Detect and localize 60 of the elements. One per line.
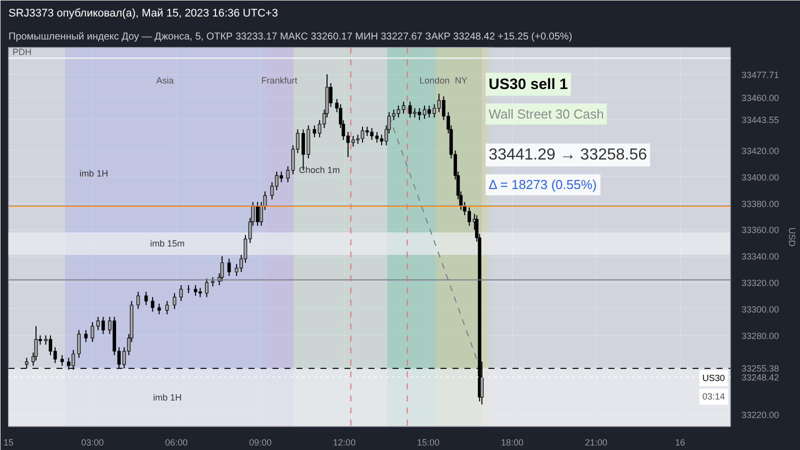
annotation: Wall Street 30 Cash — [488, 106, 604, 122]
x-tick-label: 16 — [675, 438, 686, 448]
band-label: imb 15m — [150, 238, 185, 249]
x-tick-label: 12:00 — [333, 438, 356, 448]
candlestick — [77, 330, 81, 358]
annotation: 33441.29 → 33258.56 — [488, 146, 648, 164]
chart-title: SRJ3373 опубликовал(а), Май 15, 2023 16:36 UTC+3 — [8, 8, 278, 20]
band-label: imb 1H — [153, 392, 182, 402]
band-label: Asia — [156, 76, 174, 86]
candlestick — [136, 291, 140, 310]
y-tick-label: 33220.00 — [742, 410, 780, 420]
x-tick-label: 03:00 — [81, 438, 104, 448]
candlestick — [150, 296, 154, 312]
band-label: NY — [454, 76, 468, 86]
annotation: US30 sell 1 — [488, 76, 568, 93]
y-axis-title: USD — [787, 228, 798, 247]
candlestick — [60, 354, 64, 366]
y-tick-label: 33420.00 — [742, 146, 780, 156]
ref-line-label: PDH — [12, 47, 32, 58]
candlestick — [172, 292, 176, 310]
candlestick — [312, 124, 316, 138]
candlestick — [144, 291, 148, 306]
y-tick-label: 33280.00 — [742, 330, 780, 341]
candlestick — [402, 101, 406, 114]
y-tick-label: 33477.71 — [742, 70, 780, 80]
y-tick-label: 33320.00 — [742, 278, 780, 288]
y-tick-label: 33380.00 — [742, 198, 780, 209]
candlestick — [179, 284, 183, 302]
x-tick-label: 15:00 — [417, 438, 440, 448]
y-tick-label: 33340.00 — [742, 252, 780, 262]
candlestick — [90, 322, 94, 342]
candlestick — [205, 278, 208, 298]
x-tick-label: 21:00 — [584, 438, 608, 448]
chart-subtitle: Промышленный индекс Доу — Джонса, 5, ОТКР 33233.17 МАКС 33260.17 МИН 33227.67 ЗАКР 33248.42 +15.25 (+0.05%) — [8, 32, 572, 42]
x-tick-label: 09:00 — [249, 438, 272, 448]
x-tick-label: 18:00 — [500, 438, 524, 448]
candlestick — [211, 276, 214, 288]
candlestick — [220, 256, 224, 282]
y-tick-label: 33400.00 — [742, 172, 780, 182]
y-tick-label: 33443.55 — [742, 114, 780, 125]
band-label: London — [420, 76, 450, 86]
candlestick — [286, 166, 290, 183]
annotation: US30 — [702, 373, 725, 384]
annotation: 03:14 — [702, 392, 725, 402]
candlestick — [84, 330, 88, 342]
annotation: imb 1H — [80, 168, 108, 179]
band-label: Frankfurt — [261, 76, 298, 86]
annotation: Δ = 18273 (0.55%) — [488, 177, 597, 192]
y-tick-label: 33248.42 — [742, 372, 780, 383]
y-tick-label: 33300.00 — [742, 304, 780, 314]
candlestick — [198, 287, 202, 298]
y-tick-label: 33360.00 — [742, 225, 780, 236]
y-tick-label: 33255.38 — [742, 363, 780, 374]
x-tick-label: 06:00 — [165, 438, 188, 448]
candlestick — [157, 303, 161, 315]
x-tick-label: 15 — [3, 438, 14, 448]
annotation: Choch 1m — [298, 164, 340, 175]
candlestick — [165, 300, 169, 315]
candlestick — [227, 258, 231, 276]
y-tick-label: 33460.00 — [742, 93, 780, 104]
